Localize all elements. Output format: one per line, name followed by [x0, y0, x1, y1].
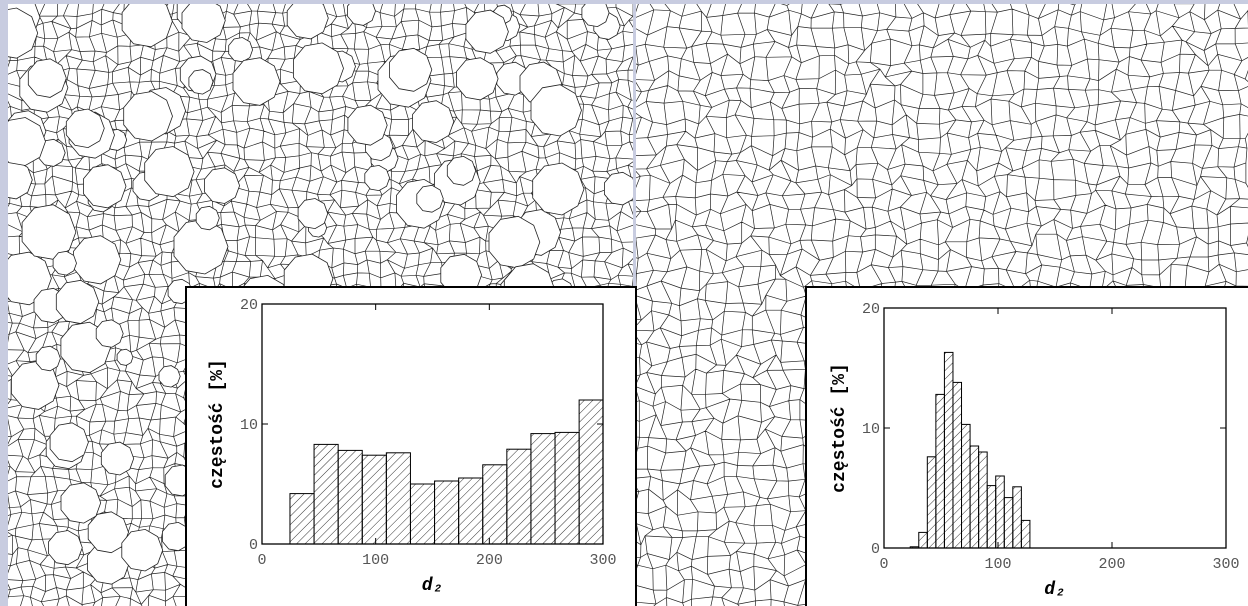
x-axis-label: d₂ [422, 576, 444, 596]
large-grain [49, 531, 83, 565]
histogram-bar [290, 494, 314, 544]
histogram-bar [987, 486, 996, 548]
large-grain [124, 92, 173, 142]
histogram-bar [507, 449, 531, 544]
large-grain [229, 38, 253, 62]
histogram-bar [314, 444, 338, 544]
large-grain [84, 165, 127, 208]
large-grain [189, 70, 213, 95]
histogram-bar [962, 424, 971, 548]
x-tick-label: 200 [1098, 556, 1125, 573]
large-grain [298, 199, 328, 229]
x-tick-label: 200 [476, 552, 503, 569]
histogram-bar [996, 476, 1005, 548]
large-grain [466, 10, 509, 53]
histogram-bar [386, 453, 410, 544]
x-tick-label: 300 [1212, 556, 1239, 573]
histogram-bar [410, 484, 434, 544]
large-grain [117, 349, 133, 365]
histogram-bar [936, 394, 945, 548]
histogram-bar [338, 450, 362, 544]
large-grain [50, 423, 88, 462]
large-grain [457, 58, 499, 100]
y-axis-label: częstość [%] [208, 359, 228, 489]
large-grain [53, 251, 76, 275]
large-grain [204, 168, 239, 204]
large-grain [145, 147, 194, 197]
large-grain [582, 0, 609, 27]
large-grain [413, 101, 454, 143]
y-axis-label: częstość [%] [830, 363, 850, 493]
large-grain [73, 236, 120, 284]
histogram-bar [1021, 520, 1030, 548]
x-tick-label: 300 [589, 552, 616, 569]
histogram-bar [927, 457, 936, 548]
histogram-bar [459, 478, 483, 544]
histogram-bar [555, 432, 579, 544]
large-grain [604, 172, 636, 205]
large-grain [417, 185, 444, 212]
x-tick-label: 0 [879, 556, 888, 573]
x-tick-label: 100 [984, 556, 1011, 573]
large-grain [159, 366, 180, 388]
large-grain [533, 163, 584, 215]
histogram-bar [970, 446, 979, 548]
large-grain [196, 206, 219, 230]
y-tick-label: 20 [240, 297, 258, 314]
x-axis-label: d₂ [1044, 580, 1066, 600]
large-grain [96, 320, 123, 348]
large-grain [489, 216, 540, 268]
large-grain [365, 165, 390, 190]
histogram-bar [919, 532, 928, 548]
histogram-bar [435, 481, 459, 544]
large-grain [531, 85, 582, 136]
large-grain [447, 156, 475, 185]
histogram-bar [1013, 487, 1022, 548]
large-grain [101, 442, 133, 475]
x-tick-label: 0 [257, 552, 266, 569]
y-tick-label: 20 [862, 301, 880, 318]
histogram-bar [362, 455, 386, 544]
large-grain [390, 48, 432, 91]
large-grain [66, 109, 104, 148]
y-tick-label: 0 [871, 541, 880, 558]
large-grain [348, 105, 387, 145]
large-grain [28, 59, 66, 98]
large-grain [293, 43, 343, 94]
large-grain [36, 346, 60, 371]
histogram-bar [579, 400, 603, 544]
histogram-bar [944, 352, 953, 548]
histogram-bar [1004, 498, 1013, 548]
y-tick-label: 0 [249, 537, 258, 554]
large-grain [233, 58, 280, 106]
inset-panel [806, 287, 1248, 606]
large-grain [122, 529, 163, 571]
large-grain [22, 205, 76, 260]
large-grain [0, 118, 45, 166]
x-tick-label: 100 [362, 552, 389, 569]
y-tick-label: 10 [240, 417, 258, 434]
large-grain [61, 483, 101, 523]
histogram-bar [483, 465, 507, 544]
large-grain [56, 280, 99, 323]
figure: 0 100 200 300 0 10 20 d₂ częstość [%] 0 100 200 300 0… [0, 0, 1248, 606]
y-tick-label: 10 [862, 421, 880, 438]
histogram-bar [979, 452, 988, 548]
histogram-bar [953, 382, 962, 548]
histogram-bar [531, 434, 555, 544]
